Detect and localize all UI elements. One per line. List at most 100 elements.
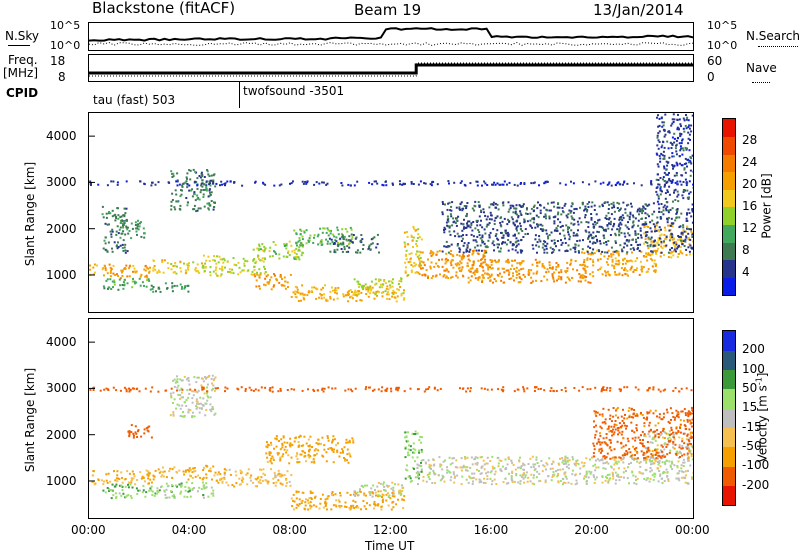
heatmap-cell xyxy=(260,468,263,471)
heatmap-cell xyxy=(609,234,612,236)
power-y-tick: 1000 xyxy=(46,267,77,282)
heatmap-cell xyxy=(200,184,203,187)
heatmap-cell xyxy=(370,243,373,246)
heatmap-cell xyxy=(136,436,139,438)
heatmap-cell xyxy=(406,235,409,238)
heatmap-cell xyxy=(415,240,418,243)
heatmap-cell xyxy=(636,267,638,270)
heatmap-cell xyxy=(584,205,587,208)
heatmap-cell xyxy=(206,395,209,398)
heatmap-cell xyxy=(112,386,115,389)
heatmap-cell xyxy=(659,473,662,476)
heatmap-cell xyxy=(150,284,153,287)
heatmap-cell xyxy=(543,215,546,218)
heatmap-cell xyxy=(93,263,96,266)
heatmap-cell xyxy=(574,243,577,246)
heatmap-cell xyxy=(507,458,510,461)
heatmap-cell xyxy=(163,489,166,492)
heatmap-cell xyxy=(208,202,211,205)
heatmap-cell xyxy=(427,277,429,279)
heatmap-cell xyxy=(627,203,630,206)
heatmap-cell xyxy=(309,490,312,493)
heatmap-cell xyxy=(678,244,680,247)
heatmap-cell xyxy=(170,170,173,173)
heatmap-cell xyxy=(289,273,292,276)
heatmap-cell xyxy=(282,435,285,438)
heatmap-cell xyxy=(293,388,296,391)
heatmap-cell xyxy=(672,165,674,168)
heatmap-cell xyxy=(639,465,642,468)
heatmap-cell xyxy=(687,161,690,164)
heatmap-cell xyxy=(620,218,622,221)
heatmap-cell xyxy=(623,417,626,420)
heatmap-cell xyxy=(321,388,324,391)
heatmap-cell xyxy=(141,475,144,478)
heatmap-cell xyxy=(391,501,394,504)
heatmap-cell xyxy=(663,240,665,243)
heatmap-cell xyxy=(671,238,674,241)
heatmap-cell xyxy=(679,251,682,254)
heatmap-cell xyxy=(626,214,629,217)
heatmap-cell xyxy=(375,290,378,293)
heatmap-cell xyxy=(92,389,95,391)
heatmap-cell xyxy=(127,486,130,489)
heatmap-cell xyxy=(502,386,505,389)
heatmap-cell xyxy=(268,281,271,283)
heatmap-cell xyxy=(136,225,139,228)
heatmap-cell xyxy=(351,390,354,393)
heatmap-cell xyxy=(689,451,691,454)
heatmap-cell xyxy=(542,229,545,232)
heatmap-cell xyxy=(138,390,141,393)
heatmap-cell xyxy=(379,490,382,493)
heatmap-cell xyxy=(459,248,462,251)
heatmap-cell xyxy=(203,176,206,178)
heatmap-cell xyxy=(480,263,483,266)
heatmap-cell xyxy=(478,231,481,234)
heatmap-cell xyxy=(139,180,142,183)
heatmap-cell xyxy=(644,238,647,241)
heatmap-cell xyxy=(341,184,344,187)
heatmap-cell xyxy=(515,220,518,223)
heatmap-cell xyxy=(429,267,432,270)
heatmap-cell xyxy=(489,280,491,283)
heatmap-cell xyxy=(658,416,661,419)
heatmap-cell xyxy=(411,456,414,459)
heatmap-cell xyxy=(459,202,462,205)
heatmap-cell xyxy=(480,258,482,261)
power-cbar-tick: 4 xyxy=(742,265,750,279)
heatmap-cell xyxy=(527,270,530,273)
heatmap-cell xyxy=(572,223,575,226)
heatmap-cell xyxy=(626,204,628,207)
heatmap-cell xyxy=(581,181,584,184)
heatmap-cell xyxy=(145,469,148,472)
heatmap-cell xyxy=(293,256,295,259)
heatmap-cell xyxy=(357,290,360,293)
heatmap-cell xyxy=(313,236,315,239)
heatmap-cell xyxy=(311,286,314,289)
heatmap-cell xyxy=(487,471,489,474)
heatmap-cell xyxy=(91,480,94,483)
heatmap-cell xyxy=(547,475,550,477)
heatmap-cell xyxy=(354,387,357,390)
heatmap-cell xyxy=(123,478,126,481)
heatmap-cell xyxy=(639,210,641,213)
heatmap-cell xyxy=(315,442,318,445)
heatmap-cell xyxy=(391,495,394,497)
heatmap-cell xyxy=(214,269,217,272)
heatmap-cell xyxy=(657,147,660,150)
heatmap-cell xyxy=(360,299,363,302)
heatmap-cell xyxy=(475,240,478,243)
heatmap-cell xyxy=(593,475,595,478)
heatmap-cell xyxy=(462,244,465,247)
heatmap-cell xyxy=(689,238,692,241)
heatmap-cell xyxy=(584,279,587,282)
heatmap-cell xyxy=(677,477,680,480)
heatmap-cell xyxy=(690,425,693,428)
heatmap-cell xyxy=(676,472,679,475)
heatmap-cell xyxy=(511,472,514,474)
heatmap-cell xyxy=(414,271,417,274)
heatmap-cell xyxy=(221,268,224,271)
heatmap-cell xyxy=(581,203,584,206)
heatmap-cell xyxy=(654,265,657,268)
heatmap-cell xyxy=(157,491,160,493)
